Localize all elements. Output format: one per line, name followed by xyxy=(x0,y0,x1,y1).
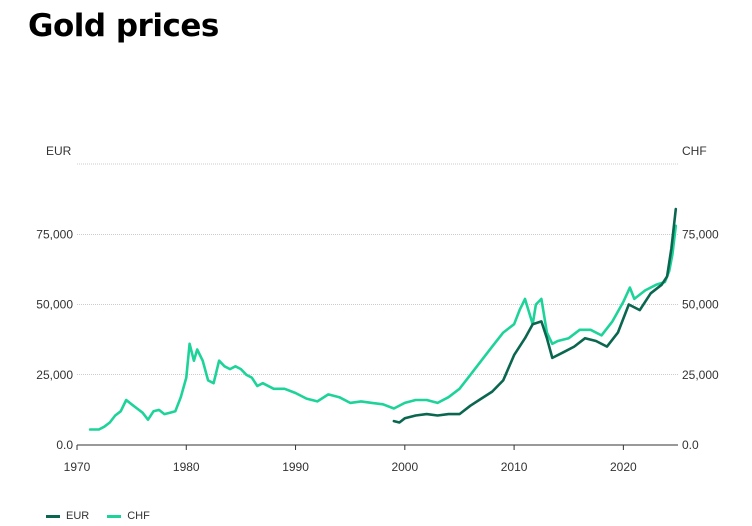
grid-lines xyxy=(77,163,678,376)
x-tick-label: 2010 xyxy=(501,460,528,474)
legend-label-eur: EUR xyxy=(66,510,90,522)
y-tick-label-left: 50,000 xyxy=(36,298,73,312)
x-tick-label: 1970 xyxy=(64,460,91,474)
chart-title: Gold prices xyxy=(28,8,219,44)
y-tick-label-right: 0.0 xyxy=(682,438,699,452)
legend-label-chf: CHF xyxy=(127,510,150,522)
y-tick-label-left: 25,000 xyxy=(36,368,73,382)
legend-swatch-eur xyxy=(46,514,60,518)
series-line-eur xyxy=(392,207,678,424)
legend: EUR CHF xyxy=(46,510,150,522)
right-axis-label: CHF xyxy=(682,144,707,158)
legend-item-eur: EUR xyxy=(46,510,89,522)
legend-item-chf: CHF xyxy=(107,510,150,522)
y-tick-label-right: 25,000 xyxy=(682,368,719,382)
x-tick-label: 1980 xyxy=(173,460,200,474)
y-tick-label-left: 0.0 xyxy=(56,438,73,452)
legend-swatch-chf xyxy=(107,514,122,518)
left-axis-label: EUR xyxy=(46,144,72,158)
axes: 0.0 0.0 25,000 25,000 50,000 50,000 75,000 75,0… xyxy=(36,144,719,474)
x-tick-label: 2000 xyxy=(391,460,418,474)
y-tick-label-right: 75,000 xyxy=(682,227,719,241)
y-tick-label-right: 50,000 xyxy=(682,298,719,312)
x-tick-label: 2020 xyxy=(610,460,637,474)
series-lines xyxy=(88,207,678,431)
y-tick-label-left: 75,000 xyxy=(36,227,73,241)
series-line-chf xyxy=(88,224,678,431)
x-tick-label: 1990 xyxy=(282,460,309,474)
